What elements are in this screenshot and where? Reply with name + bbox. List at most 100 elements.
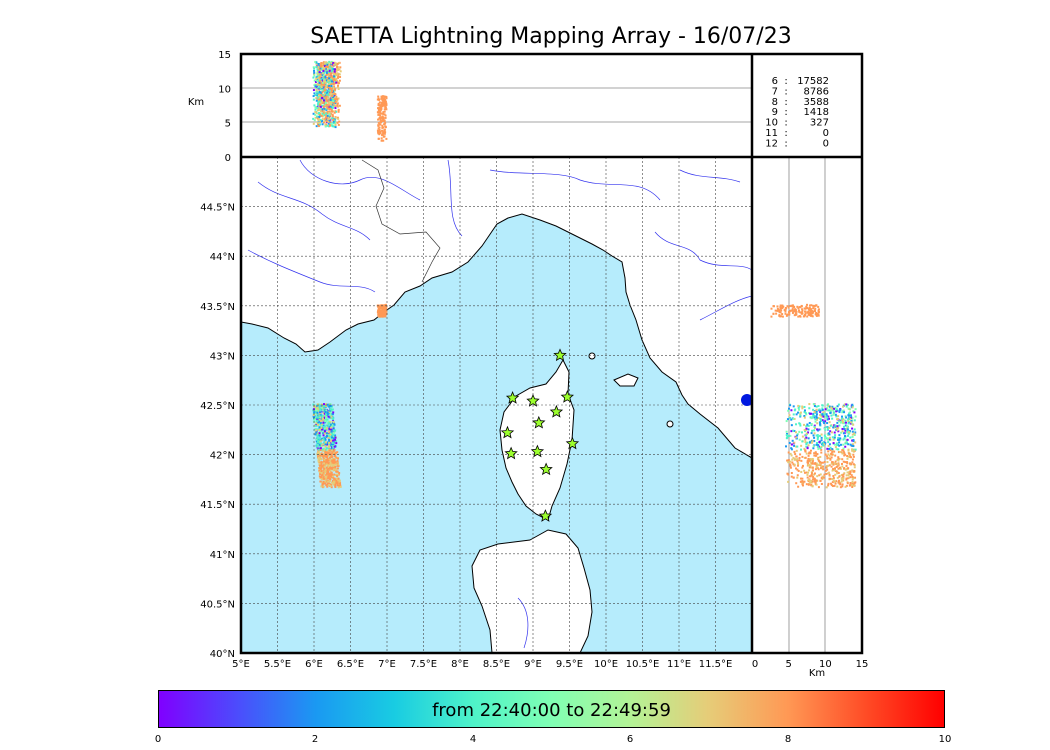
source-point bbox=[824, 408, 827, 411]
source-point bbox=[315, 112, 318, 115]
source-point bbox=[820, 477, 823, 480]
source-point bbox=[380, 108, 383, 111]
source-point bbox=[331, 441, 334, 444]
source-point bbox=[312, 95, 315, 98]
source-point bbox=[335, 81, 338, 84]
source-point bbox=[377, 97, 380, 100]
lat-tick-label: 42°N bbox=[210, 451, 235, 462]
source-point bbox=[319, 449, 322, 452]
source-point bbox=[851, 461, 854, 464]
source-point bbox=[823, 441, 826, 444]
source-point bbox=[318, 68, 321, 71]
source-point bbox=[849, 453, 852, 456]
source-point bbox=[813, 473, 816, 476]
source-point bbox=[834, 434, 837, 437]
source-point bbox=[327, 467, 330, 470]
source-point bbox=[312, 122, 315, 125]
source-point bbox=[337, 117, 340, 120]
source-point bbox=[816, 441, 819, 444]
source-point bbox=[784, 312, 787, 315]
source-point bbox=[330, 78, 333, 81]
source-point bbox=[327, 85, 330, 88]
source-point bbox=[329, 413, 332, 416]
source-point bbox=[806, 461, 809, 464]
source-point bbox=[837, 403, 840, 406]
source-point bbox=[333, 61, 336, 64]
count-value: 8786 bbox=[804, 86, 829, 97]
source-point bbox=[819, 410, 822, 413]
source-point bbox=[854, 448, 857, 451]
source-point bbox=[791, 439, 794, 442]
source-point bbox=[810, 474, 813, 477]
lon-tick-label: 8°E bbox=[451, 659, 469, 670]
source-point bbox=[322, 101, 325, 104]
source-point bbox=[803, 415, 806, 418]
source-point bbox=[318, 106, 321, 109]
source-point bbox=[332, 429, 335, 432]
source-point bbox=[324, 104, 327, 107]
station-star bbox=[526, 393, 540, 407]
source-point bbox=[324, 470, 327, 473]
source-point bbox=[809, 311, 812, 314]
source-point bbox=[332, 91, 335, 94]
source-point bbox=[808, 407, 811, 410]
source-point bbox=[832, 426, 835, 429]
source-point bbox=[378, 101, 381, 104]
source-point bbox=[325, 480, 328, 483]
source-point bbox=[336, 65, 339, 68]
source-point bbox=[811, 469, 814, 472]
source-point bbox=[841, 415, 844, 418]
source-point bbox=[790, 443, 793, 446]
source-point bbox=[804, 312, 807, 315]
source-point bbox=[851, 480, 854, 483]
source-point bbox=[811, 429, 814, 432]
source-point bbox=[312, 98, 315, 101]
source-point bbox=[323, 84, 326, 87]
source-point bbox=[327, 482, 330, 485]
colorbar-tick: 2 bbox=[311, 734, 319, 745]
source-point bbox=[829, 424, 832, 427]
source-point bbox=[810, 479, 813, 482]
source-point bbox=[826, 418, 829, 421]
source-point bbox=[836, 409, 839, 412]
source-point bbox=[322, 437, 325, 440]
source-point bbox=[318, 420, 321, 423]
source-point bbox=[323, 462, 326, 465]
source-point bbox=[319, 105, 322, 108]
source-point bbox=[793, 441, 796, 444]
source-point bbox=[801, 466, 804, 469]
source-point bbox=[844, 461, 847, 464]
source-point bbox=[821, 413, 824, 416]
source-point bbox=[325, 413, 328, 416]
source-point bbox=[320, 423, 323, 426]
mainland bbox=[241, 157, 752, 459]
source-point bbox=[383, 102, 386, 105]
source-point bbox=[313, 409, 316, 412]
source-point bbox=[787, 459, 790, 462]
source-point bbox=[800, 311, 803, 314]
source-point bbox=[328, 479, 331, 482]
source-point bbox=[826, 428, 829, 431]
source-point bbox=[846, 428, 849, 431]
source-point bbox=[845, 478, 848, 481]
source-point bbox=[786, 436, 789, 439]
source-point bbox=[836, 405, 839, 408]
source-point bbox=[322, 69, 325, 72]
source-point bbox=[316, 117, 319, 120]
source-point bbox=[384, 100, 387, 103]
source-point bbox=[807, 457, 810, 460]
source-point bbox=[832, 442, 835, 445]
source-point bbox=[326, 118, 329, 121]
source-point bbox=[849, 471, 852, 474]
source-point bbox=[811, 484, 814, 487]
source-point bbox=[333, 481, 336, 484]
source-point bbox=[801, 483, 804, 486]
source-point bbox=[813, 452, 816, 455]
source-point bbox=[323, 473, 326, 476]
source-point bbox=[322, 438, 325, 441]
source-point bbox=[834, 424, 837, 427]
source-point bbox=[790, 448, 793, 451]
source-point bbox=[332, 100, 335, 103]
source-point bbox=[322, 90, 325, 93]
source-point bbox=[845, 464, 848, 467]
